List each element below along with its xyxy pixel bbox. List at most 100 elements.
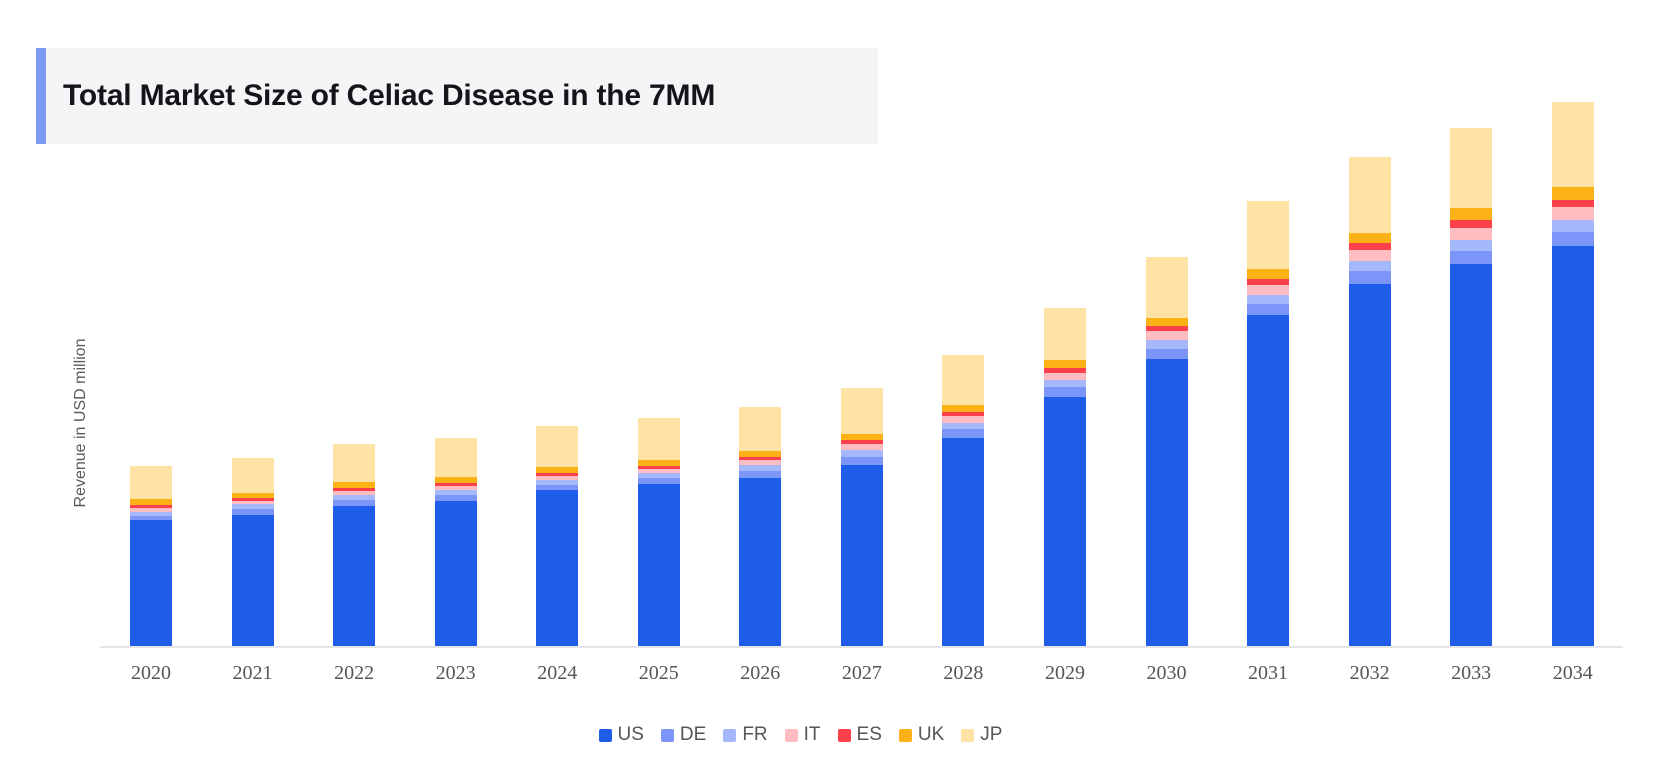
bar-2021-segment-us[interactable] <box>231 515 274 648</box>
bar-2030-segment-jp[interactable] <box>1145 257 1188 318</box>
bar-2022-segment-uk[interactable] <box>333 482 376 488</box>
bar-2023-segment-es[interactable] <box>434 483 477 486</box>
bar-2023-segment-de[interactable] <box>434 495 477 501</box>
bar-2027-segment-it[interactable] <box>840 444 883 450</box>
bar-2033-segment-es[interactable] <box>1450 220 1493 228</box>
bar-2030-segment-es[interactable] <box>1145 326 1188 331</box>
bar-2023-segment-jp[interactable] <box>434 438 477 477</box>
bar-2028-segment-es[interactable] <box>942 412 985 416</box>
bar-2031-segment-it[interactable] <box>1247 285 1290 295</box>
bar-2020-segment-jp[interactable] <box>130 466 172 499</box>
bar-2027-segment-fr[interactable] <box>840 450 883 457</box>
bar-2024-segment-uk[interactable] <box>536 467 579 473</box>
bar-2032-segment-de[interactable] <box>1348 271 1391 284</box>
legend-item-fr[interactable]: FR <box>723 724 768 746</box>
bar-2022-segment-fr[interactable] <box>333 495 376 500</box>
bar-2030-segment-de[interactable] <box>1145 349 1188 359</box>
bar-2021-segment-jp[interactable] <box>231 458 274 493</box>
bar-2030-segment-it[interactable] <box>1145 331 1188 340</box>
bar-2033-segment-it[interactable] <box>1450 228 1493 240</box>
bar-2027-segment-de[interactable] <box>840 457 883 465</box>
bar-2025-segment-us[interactable] <box>637 484 680 648</box>
bar-2034-segment-es[interactable] <box>1551 200 1594 207</box>
bar-2026-segment-es[interactable] <box>739 457 782 460</box>
bar-2025-segment-uk[interactable] <box>637 460 680 466</box>
bar-2029-segment-us[interactable] <box>1043 397 1086 648</box>
bar-2026-segment-uk[interactable] <box>739 451 782 457</box>
bar-2026-segment-de[interactable] <box>739 471 782 478</box>
bar-2026[interactable] <box>739 407 782 648</box>
bar-2023[interactable] <box>434 438 477 648</box>
bar-2020-segment-es[interactable] <box>130 505 172 508</box>
legend-item-jp[interactable]: JP <box>961 724 1002 746</box>
bar-2029-segment-de[interactable] <box>1043 387 1086 397</box>
bar-2024-segment-es[interactable] <box>536 473 579 476</box>
bar-2021[interactable] <box>231 458 274 648</box>
bar-2020-segment-fr[interactable] <box>130 512 172 516</box>
bar-2023-segment-us[interactable] <box>434 501 477 648</box>
bar-2033-segment-us[interactable] <box>1450 264 1493 648</box>
bar-2022-segment-es[interactable] <box>333 488 376 491</box>
bar-2027-segment-jp[interactable] <box>840 388 883 434</box>
bar-2023-segment-fr[interactable] <box>434 490 477 495</box>
bar-2031-segment-de[interactable] <box>1247 304 1290 315</box>
bar-2030[interactable] <box>1145 257 1188 648</box>
bar-2028-segment-uk[interactable] <box>942 405 985 412</box>
bar-2032-segment-uk[interactable] <box>1348 233 1391 243</box>
bar-2028-segment-us[interactable] <box>942 438 985 648</box>
bar-2029-segment-jp[interactable] <box>1043 308 1086 360</box>
bar-2021-segment-it[interactable] <box>231 501 274 504</box>
bar-2031-segment-jp[interactable] <box>1247 201 1290 269</box>
bar-2024-segment-us[interactable] <box>536 490 579 648</box>
bar-2026-segment-us[interactable] <box>739 478 782 648</box>
bar-2032-segment-us[interactable] <box>1348 284 1391 648</box>
bar-2028-segment-fr[interactable] <box>942 423 985 429</box>
bar-2022[interactable] <box>333 444 376 648</box>
bar-2031-segment-fr[interactable] <box>1247 295 1290 304</box>
bar-2028-segment-it[interactable] <box>942 416 985 423</box>
legend-item-es[interactable]: ES <box>837 724 882 746</box>
bar-2032-segment-it[interactable] <box>1348 250 1391 261</box>
bar-2033-segment-fr[interactable] <box>1450 240 1493 251</box>
bar-2028-segment-de[interactable] <box>942 429 985 438</box>
bar-2029-segment-it[interactable] <box>1043 373 1086 380</box>
bar-2024[interactable] <box>536 426 579 648</box>
bar-2023-segment-uk[interactable] <box>434 477 477 483</box>
bar-2029-segment-uk[interactable] <box>1043 360 1086 368</box>
bar-2034-segment-us[interactable] <box>1551 246 1594 648</box>
bar-2024-segment-it[interactable] <box>536 476 579 480</box>
bar-2031[interactable] <box>1247 201 1290 648</box>
bar-2032-segment-jp[interactable] <box>1348 157 1391 233</box>
bar-2031-segment-uk[interactable] <box>1247 269 1290 279</box>
bar-2023-segment-it[interactable] <box>434 486 477 490</box>
bar-2031-segment-es[interactable] <box>1247 279 1290 285</box>
bar-2022-segment-jp[interactable] <box>333 444 376 482</box>
bar-2032[interactable] <box>1348 157 1391 648</box>
bar-2024-segment-de[interactable] <box>536 485 579 490</box>
bar-2032-segment-fr[interactable] <box>1348 261 1391 271</box>
bar-2025-segment-es[interactable] <box>637 466 680 469</box>
bar-2028[interactable] <box>942 355 985 648</box>
bar-2026-segment-it[interactable] <box>739 460 782 465</box>
bar-2022-segment-it[interactable] <box>333 491 376 495</box>
bar-2033-segment-jp[interactable] <box>1450 128 1493 208</box>
bar-2027-segment-uk[interactable] <box>840 434 883 440</box>
bar-2024-segment-jp[interactable] <box>536 426 579 467</box>
bar-2033[interactable] <box>1450 128 1493 648</box>
bar-2034[interactable] <box>1551 102 1594 648</box>
legend-item-us[interactable]: US <box>598 724 644 746</box>
bar-2030-segment-fr[interactable] <box>1145 340 1188 349</box>
bar-2034-segment-fr[interactable] <box>1551 220 1594 232</box>
bar-2025-segment-it[interactable] <box>637 469 680 473</box>
bar-2033-segment-uk[interactable] <box>1450 208 1493 220</box>
bar-2021-segment-fr[interactable] <box>231 504 274 509</box>
bar-2021-segment-es[interactable] <box>231 498 274 501</box>
bar-2022-segment-us[interactable] <box>333 506 376 648</box>
bar-2020-segment-de[interactable] <box>130 516 172 520</box>
bar-2026-segment-fr[interactable] <box>739 465 782 471</box>
legend-item-uk[interactable]: UK <box>898 724 944 746</box>
bar-2024-segment-fr[interactable] <box>536 480 579 485</box>
bar-2021-segment-de[interactable] <box>231 509 274 515</box>
bar-2026-segment-jp[interactable] <box>739 407 782 451</box>
legend-item-de[interactable]: DE <box>660 724 706 746</box>
